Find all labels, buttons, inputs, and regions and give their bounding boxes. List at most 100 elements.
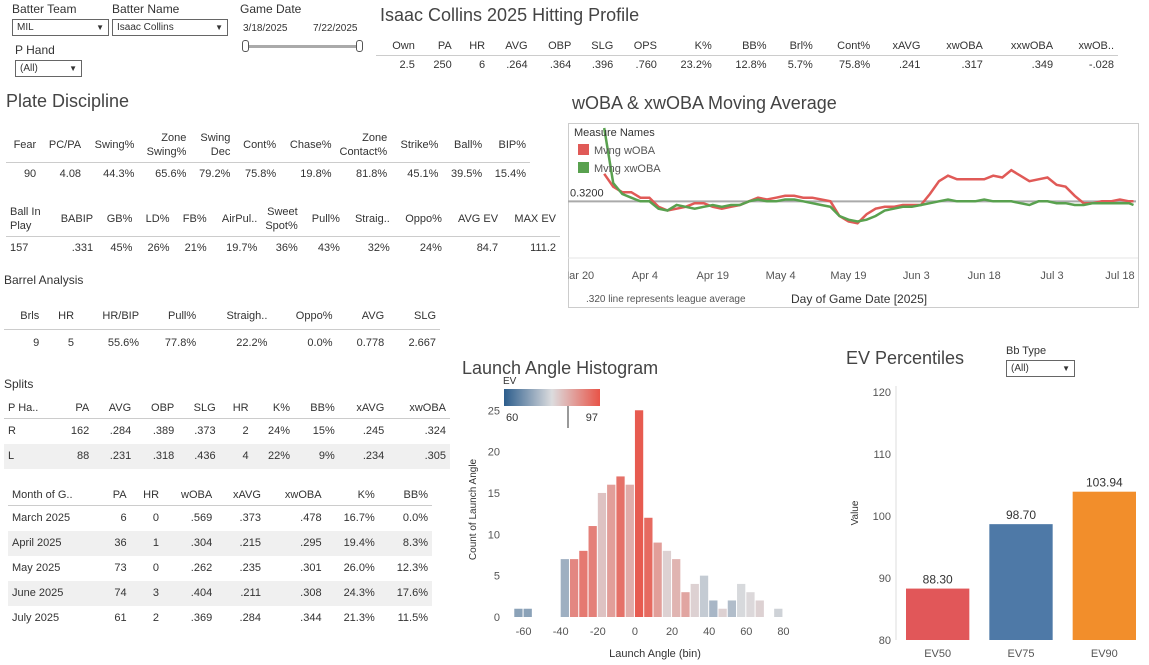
splits-cell: R bbox=[8, 425, 16, 438]
splits-header-row: P Ha.. PA AVG OBP SLG HR K% BB% xAVG xwOBA bbox=[4, 398, 450, 419]
splits-table: P Ha.. PA AVG OBP SLG HR K% BB% xAVG xwOBA R 162 .28… bbox=[4, 398, 450, 469]
y-tick-label: 0 bbox=[494, 612, 500, 624]
batter-team-value: MIL bbox=[17, 22, 34, 33]
plate-discipline-table-1: Fear PC/PA Swing% Zone Swing% Swing Dec Cont%… bbox=[6, 128, 530, 185]
monthly-cell: 24.3% bbox=[343, 587, 375, 599]
batter-team-dropdown[interactable]: MIL ▼ bbox=[12, 19, 109, 36]
splits-header-cell: OBP bbox=[151, 402, 175, 414]
histogram-bar bbox=[699, 575, 709, 617]
pd-header-cell: Swing% bbox=[94, 139, 135, 151]
splits-header-cell: BB% bbox=[310, 402, 335, 414]
y-tick-label: 20 bbox=[488, 447, 500, 459]
profile-value-cell: 250 bbox=[433, 59, 452, 71]
monthly-cell: May 2025 bbox=[12, 562, 61, 574]
x-tick-label: Jun 18 bbox=[968, 270, 1001, 282]
pd-header-cell: Oppo% bbox=[405, 213, 442, 225]
monthly-row: March 2025 6 0 .569 .373 .478 16.7% 0.0% bbox=[8, 506, 432, 531]
monthly-cell: .211 bbox=[240, 587, 261, 599]
p-hand-dropdown[interactable]: (All) ▼ bbox=[15, 60, 82, 77]
x-tick-label: 80 bbox=[777, 626, 789, 638]
splits-cell: 4 bbox=[242, 450, 249, 462]
splits-row: L 88 .231 .318 .436 4 22% 9% .234 .305 bbox=[4, 443, 450, 469]
pd-header-cell: Zone Contact% bbox=[339, 132, 388, 158]
histogram-bar bbox=[709, 600, 718, 617]
game-date-label: Game Date bbox=[240, 2, 302, 16]
bb-type-label: Bb Type bbox=[1006, 345, 1047, 357]
profile-header-cell: xAVG bbox=[892, 40, 921, 52]
monthly-cell: .404 bbox=[190, 587, 213, 599]
pd-value-cell: 84.7 bbox=[476, 241, 499, 254]
profile-value-cell: .264 bbox=[506, 59, 528, 71]
monthly-cell: 26.0% bbox=[343, 562, 375, 574]
splits-cell: .234 bbox=[362, 450, 385, 462]
monthly-cell: .235 bbox=[239, 562, 261, 574]
y-axis-title: Count of Launch Angle bbox=[468, 458, 479, 560]
monthly-row: May 2025 73 0 .262 .235 .301 26.0% 12.3% bbox=[8, 556, 432, 581]
barrel-value-cell: 55.6% bbox=[107, 337, 140, 350]
date-slider-start-handle[interactable] bbox=[242, 40, 249, 52]
splits-cell: L bbox=[8, 450, 15, 462]
legend-title: Measure Names bbox=[574, 127, 655, 139]
pd-value-cell: 75.8% bbox=[244, 167, 277, 180]
pd2-header-row: Ball In Play BABIP GB% LD% FB% AirPul.. Sweet … bbox=[6, 202, 560, 237]
x-tick-label: -60 bbox=[516, 626, 532, 638]
pd-value-cell: 90 bbox=[23, 167, 37, 180]
x-tick-label: -20 bbox=[590, 626, 606, 638]
splits-cell: 24% bbox=[267, 425, 290, 438]
pd-header-cell: Sweet Spot% bbox=[265, 206, 298, 232]
pd-header-cell: GB% bbox=[106, 213, 133, 225]
x-tick-label: EV90 bbox=[1091, 648, 1118, 660]
pd-value-cell: 157 bbox=[10, 241, 29, 254]
monthly-cell: March 2025 bbox=[12, 512, 71, 525]
pd-header-cell: Swing Dec bbox=[200, 132, 231, 158]
date-slider-end-handle[interactable] bbox=[356, 40, 363, 52]
monthly-cell: .369 bbox=[190, 612, 213, 624]
series-line-xwoba bbox=[602, 127, 1134, 223]
batter-name-value: Isaac Collins bbox=[117, 22, 174, 33]
monthly-cell: 0 bbox=[152, 562, 160, 574]
splits-cell: .318 bbox=[152, 450, 175, 462]
date-slider-track[interactable] bbox=[245, 45, 360, 48]
profile-header-cell: PA bbox=[437, 40, 452, 52]
profile-header-cell: Brl% bbox=[789, 40, 813, 52]
profile-value-cell: -.028 bbox=[1088, 59, 1114, 71]
x-tick-label: Jun 3 bbox=[903, 270, 930, 282]
bb-type-dropdown[interactable]: (All) ▼ bbox=[1006, 360, 1075, 377]
x-tick-label: Apr 19 bbox=[697, 270, 729, 282]
pd-header-cell: LD% bbox=[145, 213, 170, 225]
pd-value-cell: 19.7% bbox=[226, 241, 258, 254]
y-tick-label: 25 bbox=[488, 405, 500, 417]
monthly-row: July 2025 61 2 .369 .284 .344 21.3% 11.5% bbox=[8, 606, 432, 631]
x-tick-label: 60 bbox=[740, 626, 752, 638]
monthly-cell: .284 bbox=[239, 612, 261, 624]
monthly-cell: .301 bbox=[300, 562, 322, 574]
histogram-bar bbox=[746, 592, 755, 617]
monthly-cell: .373 bbox=[239, 512, 261, 525]
profile-header-cell: xwOB.. bbox=[1078, 40, 1114, 52]
p-hand-value: (All) bbox=[20, 63, 38, 74]
batter-name-dropdown[interactable]: Isaac Collins ▼ bbox=[112, 19, 228, 36]
monthly-cell: 1 bbox=[152, 537, 160, 549]
histogram-bar bbox=[653, 542, 662, 617]
monthly-cell: 73 bbox=[114, 562, 127, 574]
pd-value-cell: 19.8% bbox=[300, 167, 332, 180]
monthly-cell: 3 bbox=[152, 587, 160, 599]
barrel-header-cell: Oppo% bbox=[295, 309, 333, 322]
barrel-header-cell: HR bbox=[58, 309, 75, 322]
monthly-cell: 11.5% bbox=[397, 612, 428, 624]
plate-discipline-table-2: Ball In Play BABIP GB% LD% FB% AirPul.. Sweet … bbox=[6, 202, 560, 259]
splits-cell: 2 bbox=[242, 425, 249, 438]
x-tick-label: -40 bbox=[553, 626, 569, 638]
profile-header-cell: K% bbox=[694, 40, 712, 52]
pd-value-cell: .331 bbox=[71, 241, 94, 254]
pd-header-cell: Fear bbox=[13, 139, 37, 151]
profile-value-cell: 5.7% bbox=[787, 59, 813, 71]
histogram-bar bbox=[560, 559, 569, 617]
monthly-header-cell: wOBA bbox=[181, 489, 213, 501]
monthly-cell: .304 bbox=[190, 537, 213, 549]
date-start: 3/18/2025 bbox=[243, 23, 288, 34]
profile-value-cell: .349 bbox=[1031, 59, 1054, 71]
pd-value-cell: 15.4% bbox=[494, 167, 526, 180]
barrel-header-row: Brls HR HR/BIP Pull% Straigh.. Oppo% AVG SLG bbox=[4, 303, 440, 329]
date-end: 7/22/2025 bbox=[313, 23, 358, 34]
